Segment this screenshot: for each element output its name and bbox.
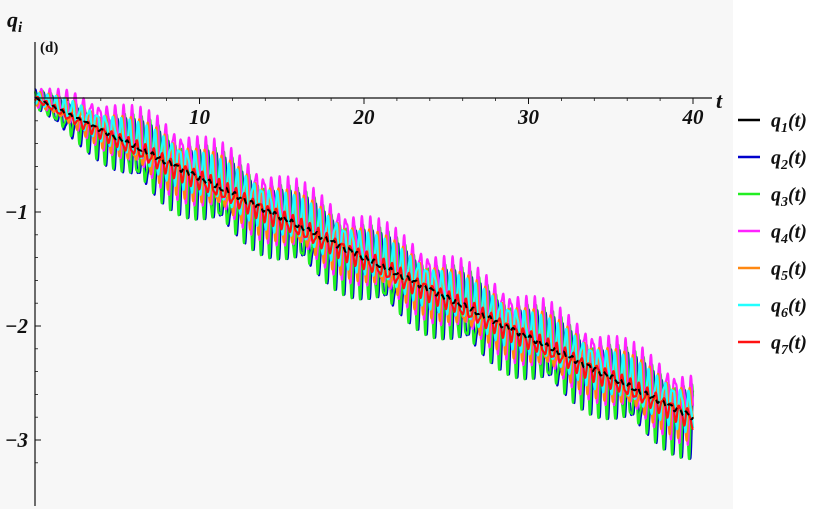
x-tick-label-2: 30: [517, 105, 540, 129]
y-tick-label-2: −3: [5, 428, 28, 452]
legend-label-q6: q6(t): [771, 295, 807, 321]
axes-layer: [34, 42, 712, 506]
series-line-q1: [34, 96, 694, 421]
series-line-q4: [33, 87, 695, 446]
series-layer: [33, 87, 695, 461]
x-tick-label-0: 10: [189, 105, 211, 129]
y-axis-label-subscript: i: [18, 20, 23, 36]
legend-label-q7: q7(t): [771, 332, 807, 358]
x-axis-label: t: [716, 88, 723, 113]
legend: q1(t) q2(t) q3(t) q4(t) q5(t) q6(t) q7(t): [738, 110, 807, 358]
y-axis-label-base: q: [7, 7, 18, 32]
ticks-layer: 10 20 30 40 −1 −2 −3: [5, 98, 705, 464]
x-tick-label-3: 40: [682, 105, 705, 129]
y-axis-label: qi: [7, 7, 23, 36]
legend-label-q5: q5(t): [771, 258, 807, 284]
y-tick-label-1: −2: [5, 314, 29, 338]
panel-label: (d): [40, 40, 58, 56]
x-tick-label-1: 20: [353, 105, 376, 129]
legend-label-q1: q1(t): [771, 110, 807, 136]
legend-label-q2: q2(t): [771, 147, 807, 173]
legend-label-q4: q4(t): [771, 221, 807, 247]
y-tick-label-0: −1: [5, 200, 28, 224]
legend-label-q3: q3(t): [771, 184, 807, 210]
